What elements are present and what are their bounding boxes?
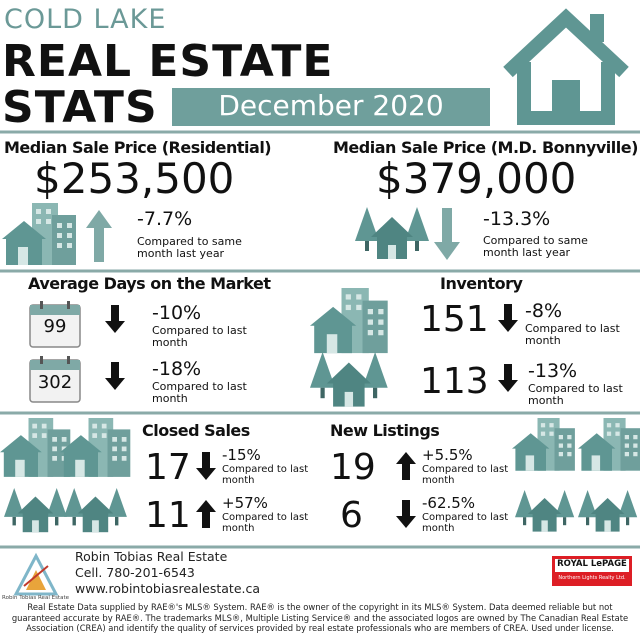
stat-note: Compared to last month	[222, 464, 309, 486]
up-arrow	[86, 210, 112, 262]
up-arrow	[396, 452, 416, 480]
stat-change: -7.7%	[137, 208, 193, 230]
buildings-icon	[578, 418, 640, 471]
stat-change: -18%	[152, 358, 202, 380]
down-arrow	[396, 500, 416, 528]
up-arrow	[196, 500, 216, 528]
stat-value: $379,000	[376, 154, 577, 203]
down-arrow	[498, 364, 518, 392]
trees-icon	[355, 207, 429, 259]
stat-note: Compared to last month	[528, 382, 623, 407]
trees-icon	[4, 488, 67, 533]
stat-value: 6	[340, 495, 363, 536]
trees-icon	[515, 490, 575, 532]
house-icon	[503, 8, 629, 125]
stat-change: -13%	[528, 360, 578, 382]
down-arrow	[196, 452, 216, 480]
stat-note: Compared to last month	[525, 322, 620, 347]
stat-note: Compared to last month	[222, 512, 309, 534]
section-title: Average Days on the Market	[28, 274, 271, 293]
buildings-icon	[0, 418, 71, 477]
down-arrow	[105, 305, 125, 333]
agent-logo	[13, 552, 59, 596]
section-title: New Listings	[330, 421, 440, 440]
stat-value: 99	[43, 316, 67, 337]
down-arrow	[498, 304, 518, 332]
period-banner	[172, 88, 490, 126]
stat-change: +5.5%	[422, 446, 473, 464]
title: STATS	[2, 82, 158, 133]
stat-note: Compared to same month last year	[483, 234, 588, 259]
brokerage: ROYAL LePAGE	[557, 559, 627, 569]
section-title: Closed Sales	[142, 421, 250, 440]
logo-text: Robin Tobias Real Estate	[2, 595, 69, 601]
stat-value: 113	[420, 361, 489, 402]
trees-icon	[578, 490, 638, 532]
trees-icon	[64, 488, 127, 533]
trees-icon	[310, 352, 388, 407]
stat-value: 19	[330, 447, 376, 488]
stat-value: 302	[37, 372, 73, 393]
stat-note: Compared to last month	[152, 324, 247, 349]
stat-change: -8%	[525, 300, 562, 322]
stat-change: -62.5%	[422, 494, 476, 512]
brokerage-sub: Northern Lights Realty Ltd.	[558, 575, 626, 581]
stat-value: 11	[145, 495, 191, 536]
stat-change: -13.3%	[483, 208, 551, 230]
stat-note: Compared to last month	[152, 380, 247, 405]
dividers	[0, 130, 640, 549]
website: www.robintobiasrealestate.ca	[75, 581, 261, 596]
buildings-icon	[310, 288, 388, 354]
stat-value: 17	[145, 447, 191, 488]
stat-change: +57%	[222, 494, 268, 512]
buildings-icon	[512, 418, 575, 471]
period: December 2020	[218, 89, 444, 122]
stat-note: Compared to same month last year	[137, 235, 242, 260]
section-title: Inventory	[440, 274, 523, 293]
stat-note: Compared to last month	[422, 464, 509, 486]
city: COLD LAKE	[4, 4, 167, 35]
stat-value: $253,500	[34, 154, 235, 203]
stat-label: Median Sale Price (M.D. Bonnyville)	[333, 138, 638, 157]
buildings-icon	[60, 418, 131, 477]
stat-change: -15%	[222, 446, 261, 464]
stat-note: Compared to last month	[422, 512, 509, 534]
phone: Cell. 780-201-6543	[75, 565, 195, 580]
down-arrow	[434, 208, 460, 260]
buildings-icon	[2, 203, 76, 265]
title: REAL ESTATE	[2, 36, 334, 87]
agent-name: Robin Tobias Real Estate	[75, 549, 228, 564]
disclaimer: Real Estate Data supplied by RAE®'s MLS®…	[11, 602, 629, 633]
stat-change: -10%	[152, 302, 202, 324]
brokerage-logo-band	[555, 559, 629, 572]
down-arrow	[105, 362, 125, 390]
stat-label: Median Sale Price (Residential)	[4, 138, 272, 157]
stat-value: 151	[420, 299, 489, 340]
